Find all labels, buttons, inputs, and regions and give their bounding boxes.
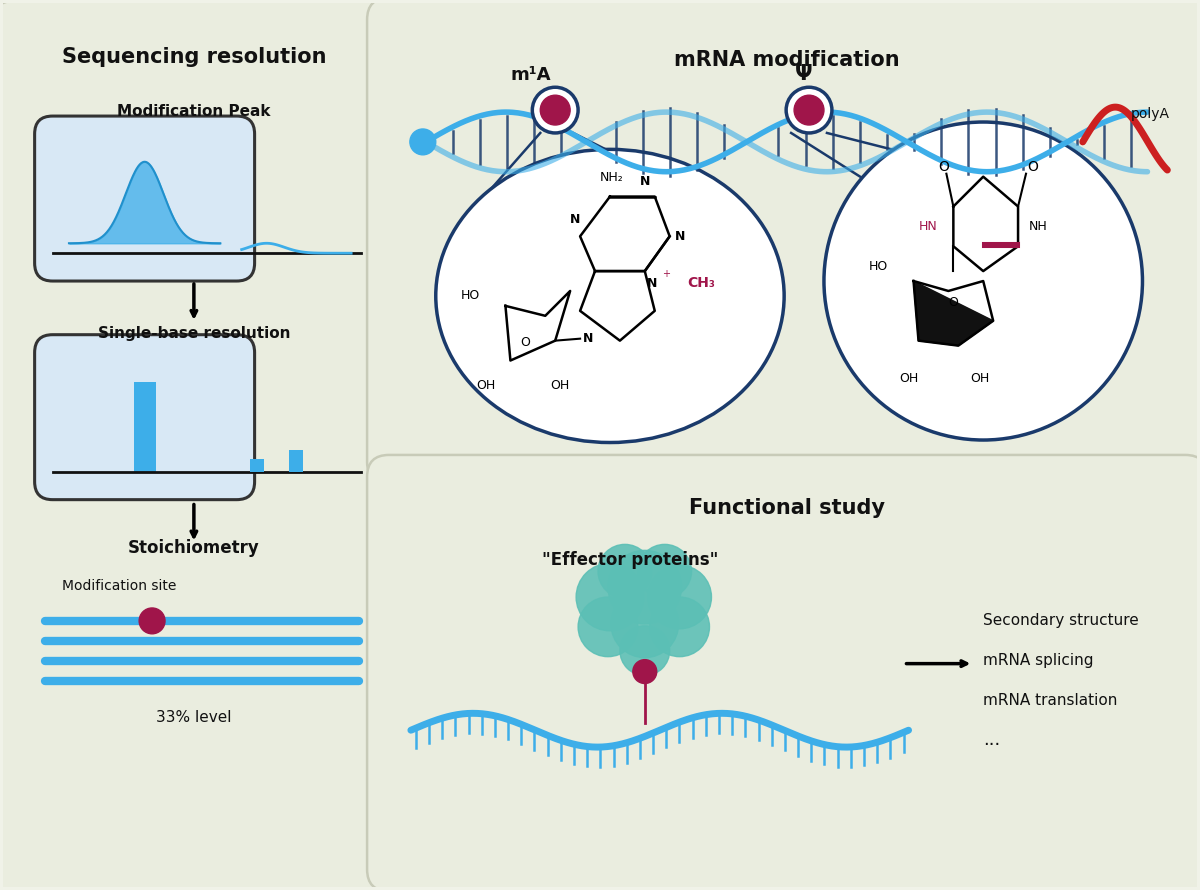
Text: mRNA splicing: mRNA splicing bbox=[983, 653, 1093, 668]
Circle shape bbox=[576, 563, 643, 631]
Text: N: N bbox=[583, 332, 593, 345]
Text: Modification site: Modification site bbox=[62, 579, 176, 593]
Text: HN: HN bbox=[919, 220, 938, 233]
Text: Single-base resolution: Single-base resolution bbox=[97, 326, 290, 341]
Circle shape bbox=[824, 122, 1142, 440]
Text: +: + bbox=[661, 269, 670, 279]
Circle shape bbox=[648, 565, 712, 629]
Text: Functional study: Functional study bbox=[689, 498, 886, 518]
Text: polyA: polyA bbox=[1130, 107, 1169, 121]
Text: O: O bbox=[1027, 159, 1038, 174]
Text: Secondary structure: Secondary structure bbox=[983, 613, 1139, 628]
Circle shape bbox=[410, 129, 436, 155]
Circle shape bbox=[632, 659, 656, 684]
Text: OH: OH bbox=[551, 379, 570, 392]
FancyBboxPatch shape bbox=[367, 455, 1200, 890]
Text: m¹A: m¹A bbox=[510, 66, 551, 85]
Text: OH: OH bbox=[971, 372, 990, 384]
FancyBboxPatch shape bbox=[35, 116, 254, 281]
Polygon shape bbox=[913, 281, 994, 345]
Text: mRNA translation: mRNA translation bbox=[983, 693, 1117, 708]
Text: OH: OH bbox=[899, 372, 918, 384]
FancyBboxPatch shape bbox=[0, 1, 395, 890]
Circle shape bbox=[786, 87, 832, 133]
Text: N: N bbox=[640, 175, 650, 188]
Text: O: O bbox=[521, 336, 530, 349]
Text: mRNA modification: mRNA modification bbox=[674, 51, 900, 70]
FancyBboxPatch shape bbox=[35, 335, 254, 499]
FancyBboxPatch shape bbox=[367, 0, 1200, 484]
Text: O: O bbox=[948, 296, 959, 310]
Text: O: O bbox=[938, 159, 949, 174]
Text: Modification Peak: Modification Peak bbox=[118, 104, 271, 119]
Text: HO: HO bbox=[461, 289, 480, 303]
Text: N: N bbox=[647, 277, 656, 289]
Circle shape bbox=[608, 550, 682, 624]
Text: Stoichiometry: Stoichiometry bbox=[128, 539, 259, 557]
Text: HO: HO bbox=[869, 260, 888, 272]
Circle shape bbox=[578, 597, 638, 657]
Circle shape bbox=[533, 87, 578, 133]
Text: "Effector proteins": "Effector proteins" bbox=[541, 551, 718, 570]
Text: 33% level: 33% level bbox=[156, 710, 232, 725]
Bar bbox=[133, 383, 156, 472]
Text: Sequencing resolution: Sequencing resolution bbox=[61, 47, 326, 68]
Text: Ψ: Ψ bbox=[796, 64, 812, 85]
Text: NH: NH bbox=[1028, 220, 1048, 233]
Circle shape bbox=[638, 545, 691, 598]
Text: N: N bbox=[570, 213, 581, 226]
Circle shape bbox=[611, 590, 679, 658]
Circle shape bbox=[649, 597, 709, 657]
Text: NH₂: NH₂ bbox=[600, 171, 624, 183]
Bar bbox=[250, 459, 264, 472]
Circle shape bbox=[540, 95, 570, 125]
Bar bbox=[289, 450, 304, 472]
Text: ...: ... bbox=[983, 732, 1001, 749]
Circle shape bbox=[598, 545, 652, 598]
Circle shape bbox=[139, 608, 166, 634]
Ellipse shape bbox=[436, 150, 784, 442]
Circle shape bbox=[794, 95, 824, 125]
Text: CH₃: CH₃ bbox=[688, 276, 715, 290]
Text: OH: OH bbox=[476, 379, 496, 392]
Text: N: N bbox=[674, 230, 685, 243]
Circle shape bbox=[620, 626, 670, 676]
